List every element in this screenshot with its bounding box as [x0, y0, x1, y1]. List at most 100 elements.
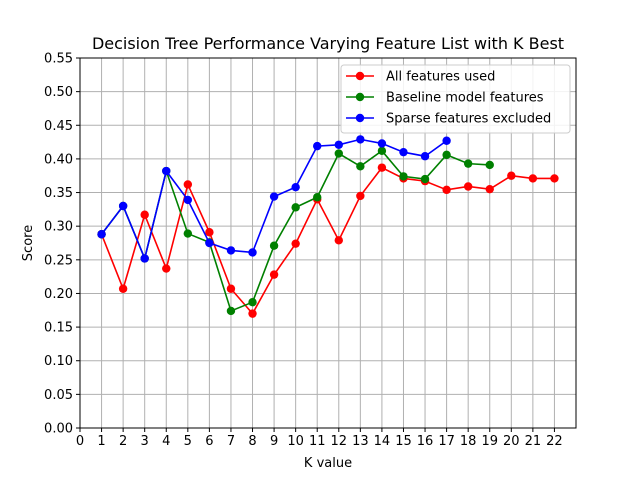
x-tick-label: 10 [287, 434, 304, 449]
data-point [334, 140, 343, 149]
y-tick-label: 0.10 [44, 354, 73, 369]
data-point [442, 150, 451, 160]
x-tick-label: 2 [119, 434, 127, 449]
series-group [97, 135, 559, 318]
x-tick-label: 21 [525, 434, 542, 449]
data-point [226, 246, 236, 255]
data-point [485, 184, 494, 194]
data-point [420, 174, 430, 184]
data-point [442, 185, 451, 195]
legend-label: Sparse features excluded [386, 112, 551, 127]
legend-label: All features used [386, 70, 495, 85]
data-point [442, 136, 451, 145]
data-point [485, 160, 494, 170]
data-point [528, 174, 538, 183]
x-tick-label: 6 [205, 434, 213, 449]
chart-title: Decision Tree Performance Varying Featur… [92, 34, 564, 53]
data-point [140, 254, 149, 263]
x-tick-label: 1 [97, 434, 105, 449]
x-axis-label: K value [304, 456, 352, 471]
data-point [269, 192, 279, 201]
y-tick-label: 0.55 [44, 52, 73, 67]
data-point [248, 298, 257, 307]
data-point [118, 284, 128, 293]
x-tick-label: 14 [374, 434, 391, 449]
data-point [356, 162, 365, 171]
x-tick-label: 18 [460, 434, 477, 449]
x-tick-label: 0 [76, 434, 84, 449]
x-tick-label: 19 [481, 434, 498, 449]
data-point [377, 146, 387, 156]
y-tick-label: 0.00 [44, 422, 73, 437]
series-line [100, 166, 555, 316]
x-tick-label: 5 [184, 434, 192, 449]
series-3 [97, 135, 451, 263]
x-tick-label: 15 [395, 434, 412, 449]
data-point [205, 228, 214, 237]
data-point [205, 238, 214, 248]
y-tick-label: 0.15 [44, 321, 73, 336]
x-tick-label: 20 [503, 434, 520, 449]
data-point [507, 171, 516, 180]
legend-marker [355, 113, 365, 123]
legend: All features used Baseline model features… [340, 64, 571, 134]
data-point [97, 230, 106, 239]
data-point [162, 166, 171, 176]
y-tick-label: 0.30 [44, 220, 73, 235]
x-tick-label: 4 [162, 434, 170, 449]
data-point [269, 270, 279, 279]
x-tick-label: 9 [270, 434, 278, 449]
data-point [356, 191, 365, 201]
ticks: 0 1 2 3 4 5 6 7 8 9 10 11 12 13 14 15 16 17 18 19 20 21 220.00… [44, 52, 563, 450]
y-tick-label: 0.40 [44, 152, 73, 167]
x-tick-label: 11 [309, 434, 326, 449]
data-point [420, 152, 430, 161]
data-point [183, 180, 193, 189]
x-tick-label: 8 [248, 434, 256, 449]
x-tick-label: 17 [438, 434, 455, 449]
legend-marker [355, 92, 365, 102]
legend-marker [355, 71, 365, 81]
data-point [291, 239, 300, 248]
y-tick-label: 0.20 [44, 287, 73, 302]
data-point [377, 163, 387, 172]
data-point [334, 236, 343, 245]
data-point [291, 203, 300, 212]
plot-frame [79, 57, 577, 429]
data-point [162, 264, 171, 273]
series-1 [97, 163, 559, 318]
data-point [183, 195, 193, 205]
data-point [334, 149, 343, 158]
data-point [377, 139, 387, 148]
x-tick-label: 16 [417, 434, 434, 449]
data-point [226, 284, 236, 293]
x-tick-label: 22 [546, 434, 563, 449]
data-point [313, 193, 322, 202]
legend-box [340, 64, 571, 134]
x-tick-label: 7 [227, 434, 235, 449]
data-point [248, 248, 257, 257]
data-point [399, 172, 408, 181]
y-tick-label: 0.25 [44, 253, 73, 268]
legend-label: Baseline model features [386, 91, 544, 106]
data-point [313, 141, 322, 151]
y-tick-label: 0.45 [44, 119, 73, 134]
data-point [550, 174, 559, 183]
x-tick-label: 12 [331, 434, 348, 449]
data-point [226, 306, 236, 316]
y-tick-label: 0.50 [44, 85, 73, 100]
data-point [269, 241, 279, 250]
data-point [463, 182, 473, 191]
data-point [140, 210, 149, 219]
data-point [463, 159, 473, 168]
data-point [356, 135, 365, 144]
data-point [399, 147, 408, 157]
x-tick-label: 3 [141, 434, 149, 449]
data-point [183, 229, 193, 238]
y-tick-label: 0.35 [44, 186, 73, 201]
y-axis-label: Score [21, 225, 36, 261]
data-point [291, 182, 300, 192]
data-point [118, 201, 128, 211]
data-point [248, 309, 257, 318]
